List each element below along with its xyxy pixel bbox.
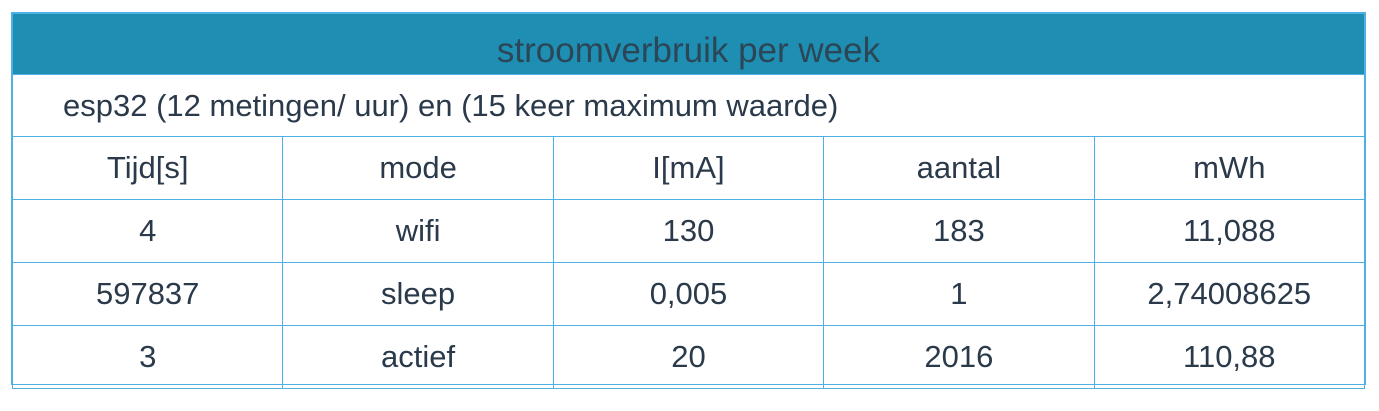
cell-time: 4 [11,199,284,263]
column-header-count: aantal [823,136,1095,200]
cell-time: 3 [11,325,284,389]
table-subtitle: esp32 (12 metingen/ uur) en (15 keer max… [12,74,1365,137]
table-row: 4 wifi 130 183 11,088 [11,199,1366,263]
header-row: Tijd[s] mode I[mA] aantal mWh [11,136,1366,200]
subtitle-row: esp32 (12 metingen/ uur) en (15 keer max… [12,74,1365,137]
cell-current: 130 [552,199,825,263]
column-header-current: I[mA] [552,136,825,200]
table-row: 3 actief 20 2016 110,88 [11,325,1366,389]
cell-energy: 110,88 [1093,325,1366,389]
table-row: 597837 sleep 0,005 1 2,74008625 [11,262,1366,326]
cell-time: 597837 [11,262,284,326]
power-consumption-table: stroomverbruik per week esp32 (12 meting… [11,13,1366,389]
cell-energy: 2,74008625 [1093,262,1366,326]
column-header-time: Tijd[s] [11,136,284,200]
cell-count: 183 [823,199,1095,263]
cell-count: 1 [823,262,1095,326]
cell-mode: sleep [282,262,554,326]
column-header-mode: mode [282,136,554,200]
cell-current: 20 [552,325,825,389]
table-title: stroomverbruik per week [12,13,1365,75]
power-consumption-table-container: stroomverbruik per week esp32 (12 meting… [11,12,1366,389]
column-header-energy: mWh [1093,136,1366,200]
cell-current: 0,005 [552,262,825,326]
cell-mode: actief [282,325,554,389]
cell-mode: wifi [282,199,554,263]
title-row: stroomverbruik per week [12,13,1365,75]
cell-energy: 11,088 [1093,199,1366,263]
cell-count: 2016 [823,325,1095,389]
